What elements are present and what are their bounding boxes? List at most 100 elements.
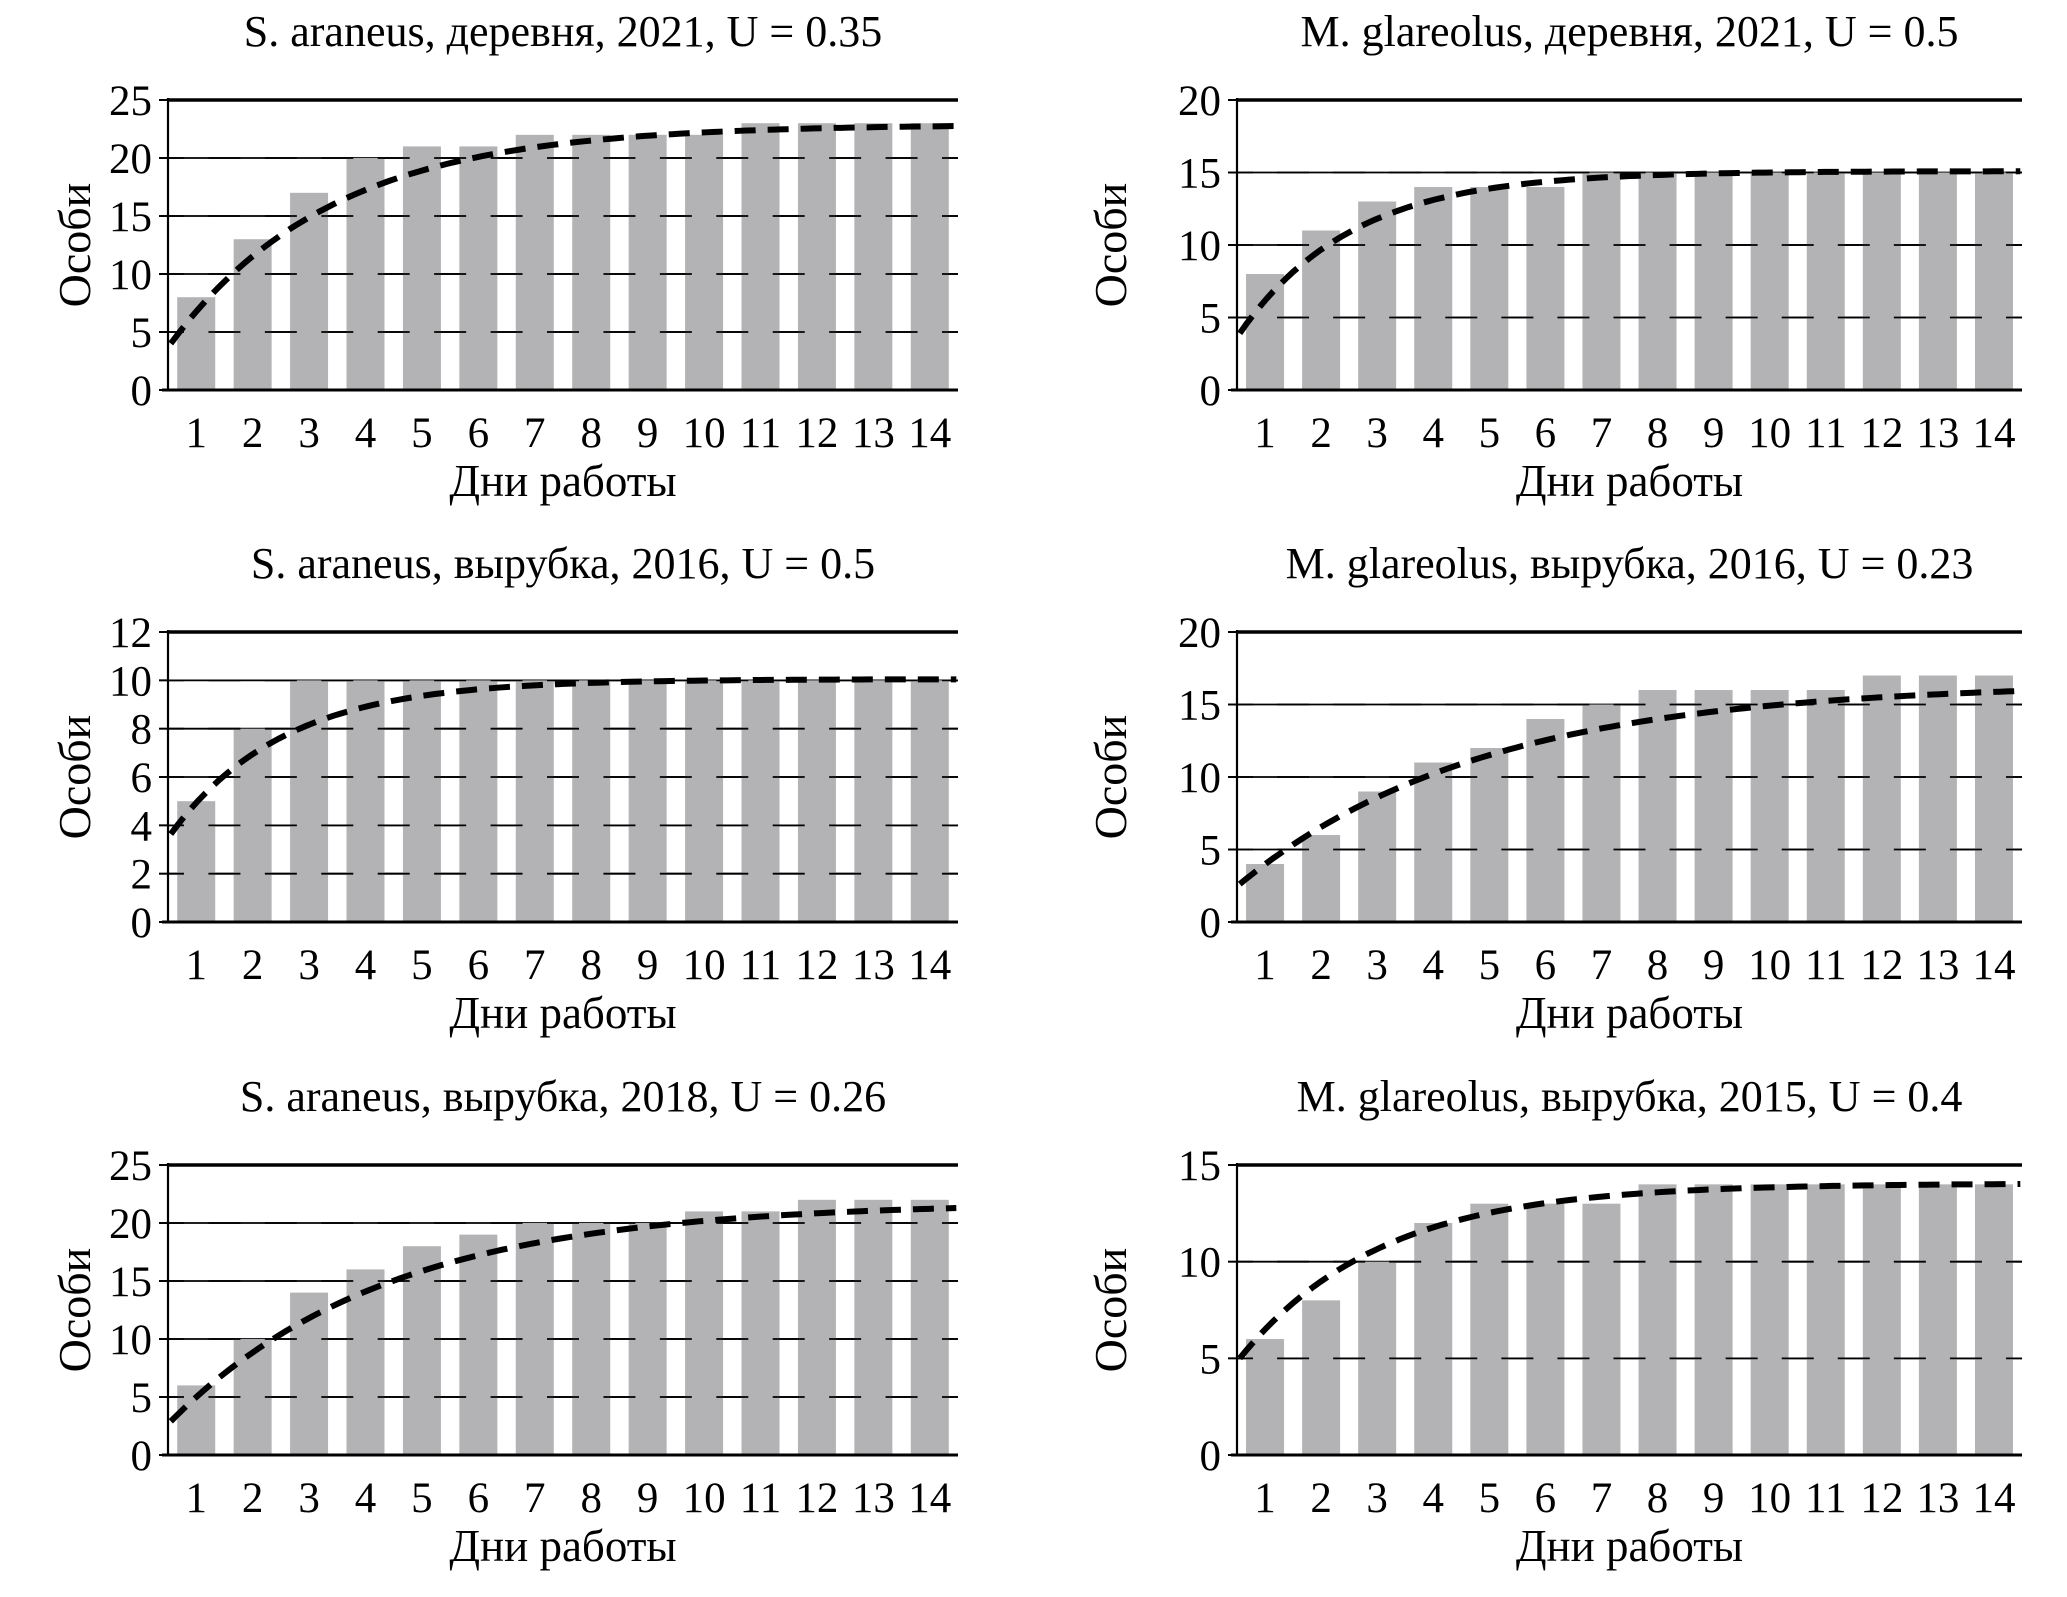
bar-day-14 <box>1974 675 2013 923</box>
x-tick-label: 6 <box>1534 942 1556 989</box>
bar-day-9 <box>1694 1184 1733 1455</box>
x-tick-label: 13 <box>852 410 895 457</box>
x-tick-label: 2 <box>1310 1475 1332 1522</box>
x-tick-label: 6 <box>1534 410 1556 457</box>
chart-2-svg: M. glareolus, деревня, 2021, U = 0.5 0 5 10… <box>1033 0 2067 533</box>
x-tick-label: 13 <box>1916 1475 1959 1522</box>
x-tick-label: 11 <box>1805 1475 1846 1522</box>
x-tick-label: 8 <box>580 1475 602 1522</box>
x-tick-label: 7 <box>524 1475 546 1522</box>
bar-day-8 <box>572 680 611 923</box>
bar-day-14 <box>910 1199 949 1455</box>
x-tick-label: 2 <box>1310 942 1332 989</box>
y-tick-label: 20 <box>109 136 152 183</box>
bar-day-3 <box>1357 791 1396 923</box>
y-tick-label: 10 <box>1178 1239 1221 1286</box>
chart-6-svg: M. glareolus, вырубка, 2015, U = 0.4 0 5 10… <box>1033 1064 2067 1597</box>
x-tick-label: 1 <box>1254 410 1276 457</box>
y-tick-label: 12 <box>109 610 152 657</box>
bar-day-3 <box>1357 201 1396 391</box>
x-axis-label: Дни работы <box>1515 988 1742 1038</box>
bar-day-5 <box>1469 187 1508 391</box>
bar-day-6 <box>459 1234 498 1455</box>
y-tick-label: 5 <box>1199 296 1221 343</box>
bar-day-13 <box>1918 172 1957 391</box>
x-tick-label: 10 <box>1748 410 1791 457</box>
bar-day-13 <box>854 1199 893 1455</box>
x-tick-label: 5 <box>1478 410 1500 457</box>
bar-day-12 <box>797 680 836 923</box>
bar-day-9 <box>1694 690 1733 923</box>
x-tick-label: 14 <box>908 410 951 457</box>
bar-day-14 <box>910 680 949 923</box>
x-tick-label: 2 <box>242 942 264 989</box>
x-tick-label: 6 <box>1534 1475 1556 1522</box>
x-tick-label: 7 <box>1590 942 1612 989</box>
bar-day-7 <box>1581 1203 1620 1455</box>
x-tick-label: 14 <box>1972 410 2015 457</box>
x-tick-label: 10 <box>1748 942 1791 989</box>
y-tick-label: 15 <box>1178 683 1221 730</box>
x-tick-label: 10 <box>683 1475 726 1522</box>
chart-title: M. glareolus, вырубка, 2016, U = 0.23 <box>1285 539 1973 588</box>
y-axis-label: Особи <box>1085 183 1136 308</box>
x-axis-label: Дни работы <box>449 1521 676 1571</box>
y-axis-label: Особи <box>1085 715 1136 840</box>
bar-day-5 <box>402 680 441 923</box>
x-tick-label: 10 <box>1748 1475 1791 1522</box>
bar-day-10 <box>1750 172 1789 391</box>
x-tick-label: 7 <box>524 410 546 457</box>
x-tick-label: 9 <box>637 410 659 457</box>
x-tick-label: 5 <box>411 1475 433 1522</box>
bar-day-6 <box>1525 719 1564 923</box>
y-tick-label: 25 <box>109 1143 152 1190</box>
y-axis-label: Особи <box>1085 1247 1136 1372</box>
bar-day-11 <box>1806 1184 1845 1455</box>
bar-day-4 <box>346 1269 385 1455</box>
bar-day-12 <box>1862 675 1901 923</box>
bar-day-7 <box>1581 172 1620 391</box>
chart-title: S. araneus, вырубка, 2018, U = 0.26 <box>240 1072 886 1121</box>
bar-day-10 <box>685 1211 724 1455</box>
y-tick-label: 20 <box>1178 610 1221 657</box>
x-tick-label: 1 <box>185 410 207 457</box>
bar-day-11 <box>741 680 780 923</box>
y-tick-label: 0 <box>1199 900 1221 947</box>
chart-4-svg: M. glareolus, вырубка, 2016, U = 0.23 0 5 1… <box>1033 532 2067 1065</box>
x-tick-label: 12 <box>1860 410 1903 457</box>
chart-title: S. araneus, деревня, 2021, U = 0.35 <box>244 7 882 56</box>
x-tick-label: 13 <box>1916 410 1959 457</box>
fit-curve <box>168 1204 957 1424</box>
x-tick-label: 3 <box>1366 942 1388 989</box>
x-tick-label: 8 <box>1646 1475 1668 1522</box>
y-tick-label: 20 <box>1178 78 1221 125</box>
fit-curve <box>1236 168 2020 336</box>
y-tick-label: 0 <box>131 900 153 947</box>
x-tick-label: 3 <box>298 410 320 457</box>
bar-day-13 <box>854 680 893 923</box>
bar-day-2 <box>1301 230 1340 391</box>
bar-day-4 <box>1413 187 1452 391</box>
y-tick-label: 25 <box>109 78 152 125</box>
x-tick-label: 14 <box>908 1475 951 1522</box>
bar-day-11 <box>1806 172 1845 391</box>
bar-day-9 <box>1694 172 1733 391</box>
chart-panel-2: M. glareolus, деревня, 2021, U = 0.5 0 5 10… <box>1033 0 2067 533</box>
x-tick-label: 12 <box>1860 1475 1903 1522</box>
y-tick-label: 0 <box>131 368 153 415</box>
x-tick-label: 4 <box>1422 410 1444 457</box>
chart-title: M. glareolus, деревня, 2021, U = 0.5 <box>1300 7 1958 56</box>
y-tick-label: 0 <box>1199 368 1221 415</box>
y-tick-label: 15 <box>1178 1143 1221 1190</box>
bar-day-2 <box>1301 1300 1340 1455</box>
bar-day-4 <box>346 680 385 923</box>
x-tick-label: 4 <box>355 1475 377 1522</box>
y-tick-label: 8 <box>131 707 153 754</box>
y-tick-label: 15 <box>1178 151 1221 198</box>
bar-day-6 <box>459 680 498 923</box>
x-tick-label: 6 <box>468 410 490 457</box>
bar-day-5 <box>1469 1203 1508 1455</box>
x-tick-label: 3 <box>298 942 320 989</box>
x-tick-label: 14 <box>1972 1475 2015 1522</box>
